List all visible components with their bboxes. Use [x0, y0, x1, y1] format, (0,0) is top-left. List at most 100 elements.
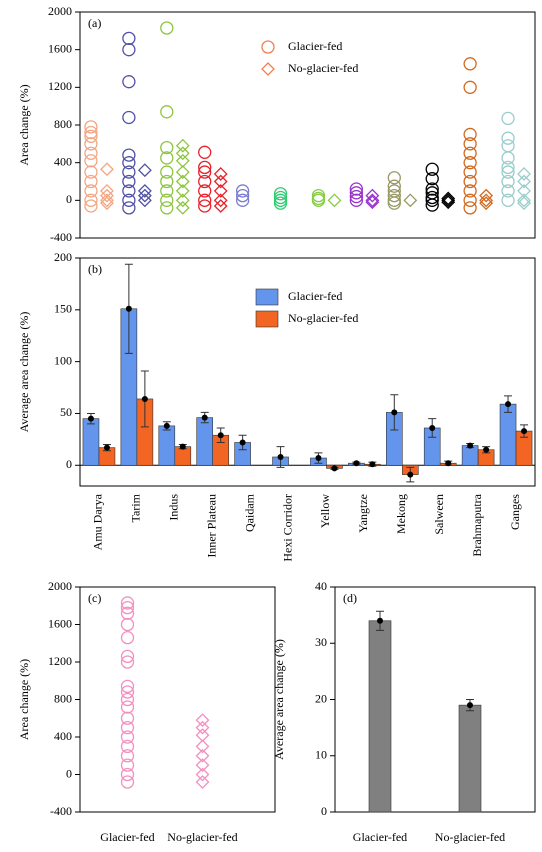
x-tick-label: Glacier-fed — [100, 830, 154, 844]
point — [198, 160, 212, 175]
point — [120, 679, 135, 694]
mean-marker — [331, 465, 338, 472]
y-tick-label: 0 — [321, 804, 327, 818]
point — [349, 186, 364, 200]
point — [175, 165, 190, 180]
legend-label: Glacier-fed — [288, 289, 342, 303]
point — [517, 167, 531, 181]
point — [501, 131, 515, 145]
point — [213, 183, 228, 198]
y-tick-label: 100 — [54, 353, 72, 367]
point — [120, 749, 135, 763]
panel-label: (c) — [88, 591, 101, 605]
y-tick-label: 0 — [66, 192, 72, 206]
y-tick-label: 2000 — [48, 579, 72, 593]
point — [195, 713, 210, 728]
point — [120, 775, 135, 789]
panel-label: (a) — [88, 16, 101, 30]
point — [120, 692, 135, 707]
point — [463, 57, 477, 71]
x-tick-label: Yellow — [318, 494, 332, 528]
point — [387, 196, 401, 210]
x-tick-label: Amu Darya — [91, 493, 105, 550]
point — [311, 193, 326, 207]
point — [120, 617, 135, 632]
point — [122, 148, 136, 162]
point — [387, 171, 401, 185]
bar — [368, 620, 392, 813]
point — [120, 606, 135, 620]
plot-frame — [334, 586, 536, 813]
point — [160, 184, 174, 198]
mean-marker — [505, 401, 512, 408]
bar — [82, 418, 100, 466]
point — [213, 193, 228, 208]
point — [100, 196, 114, 211]
x-tick-label: Hexi Corridor — [280, 494, 294, 562]
point — [160, 193, 174, 207]
point — [175, 146, 190, 161]
point — [501, 160, 515, 175]
y-tick-label: 50 — [60, 405, 72, 419]
point — [479, 188, 494, 203]
point — [273, 187, 288, 201]
y-tick-label: 400 — [54, 154, 72, 168]
x-tick-label: Brahmaputra — [470, 493, 484, 556]
point — [425, 198, 439, 212]
legend-swatch — [255, 310, 279, 328]
mean-marker — [315, 455, 322, 462]
mean-marker — [483, 446, 490, 453]
mean-marker — [369, 461, 376, 468]
mean-marker — [467, 442, 474, 449]
point — [84, 125, 98, 140]
point — [501, 174, 515, 189]
point — [120, 767, 135, 782]
point — [387, 188, 401, 203]
y-tick-label: 800 — [54, 117, 72, 131]
point — [235, 188, 250, 203]
point — [120, 630, 135, 645]
mean-marker — [407, 471, 414, 478]
x-tick-label: Tarim — [129, 493, 143, 522]
point — [198, 184, 212, 198]
y-tick-label: 1200 — [48, 79, 72, 93]
point — [120, 655, 135, 669]
panel-label: (d) — [343, 591, 357, 605]
point — [195, 720, 210, 735]
point — [175, 200, 190, 215]
x-tick-label: Qaidam — [242, 493, 256, 532]
point — [122, 31, 136, 46]
point — [441, 191, 456, 206]
bar — [158, 425, 176, 466]
point — [175, 183, 190, 198]
point — [84, 129, 98, 143]
point — [349, 189, 364, 204]
point — [120, 711, 135, 725]
x-tick-label: No-glacier-fed — [167, 830, 237, 844]
point — [463, 201, 477, 215]
legend-marker — [261, 62, 275, 76]
point — [387, 179, 401, 193]
x-tick-label: Yangtze — [356, 494, 370, 533]
plot-frame — [79, 257, 536, 487]
point — [195, 739, 210, 754]
y-axis-label: Average area change (%) — [272, 639, 286, 760]
point — [517, 174, 531, 189]
mean-marker — [87, 415, 94, 422]
point — [463, 146, 477, 160]
bar — [196, 417, 214, 466]
legend-label: No-glacier-fed — [288, 311, 358, 325]
point — [213, 167, 228, 181]
y-tick-label: 0 — [66, 457, 72, 471]
point — [365, 195, 380, 210]
point — [120, 596, 135, 610]
point — [120, 730, 135, 744]
point — [122, 174, 136, 189]
point — [84, 137, 98, 151]
mean-marker — [141, 395, 148, 402]
point — [501, 139, 515, 153]
point — [349, 182, 364, 196]
point — [195, 758, 210, 773]
mean-marker — [391, 409, 398, 416]
point — [120, 685, 135, 699]
